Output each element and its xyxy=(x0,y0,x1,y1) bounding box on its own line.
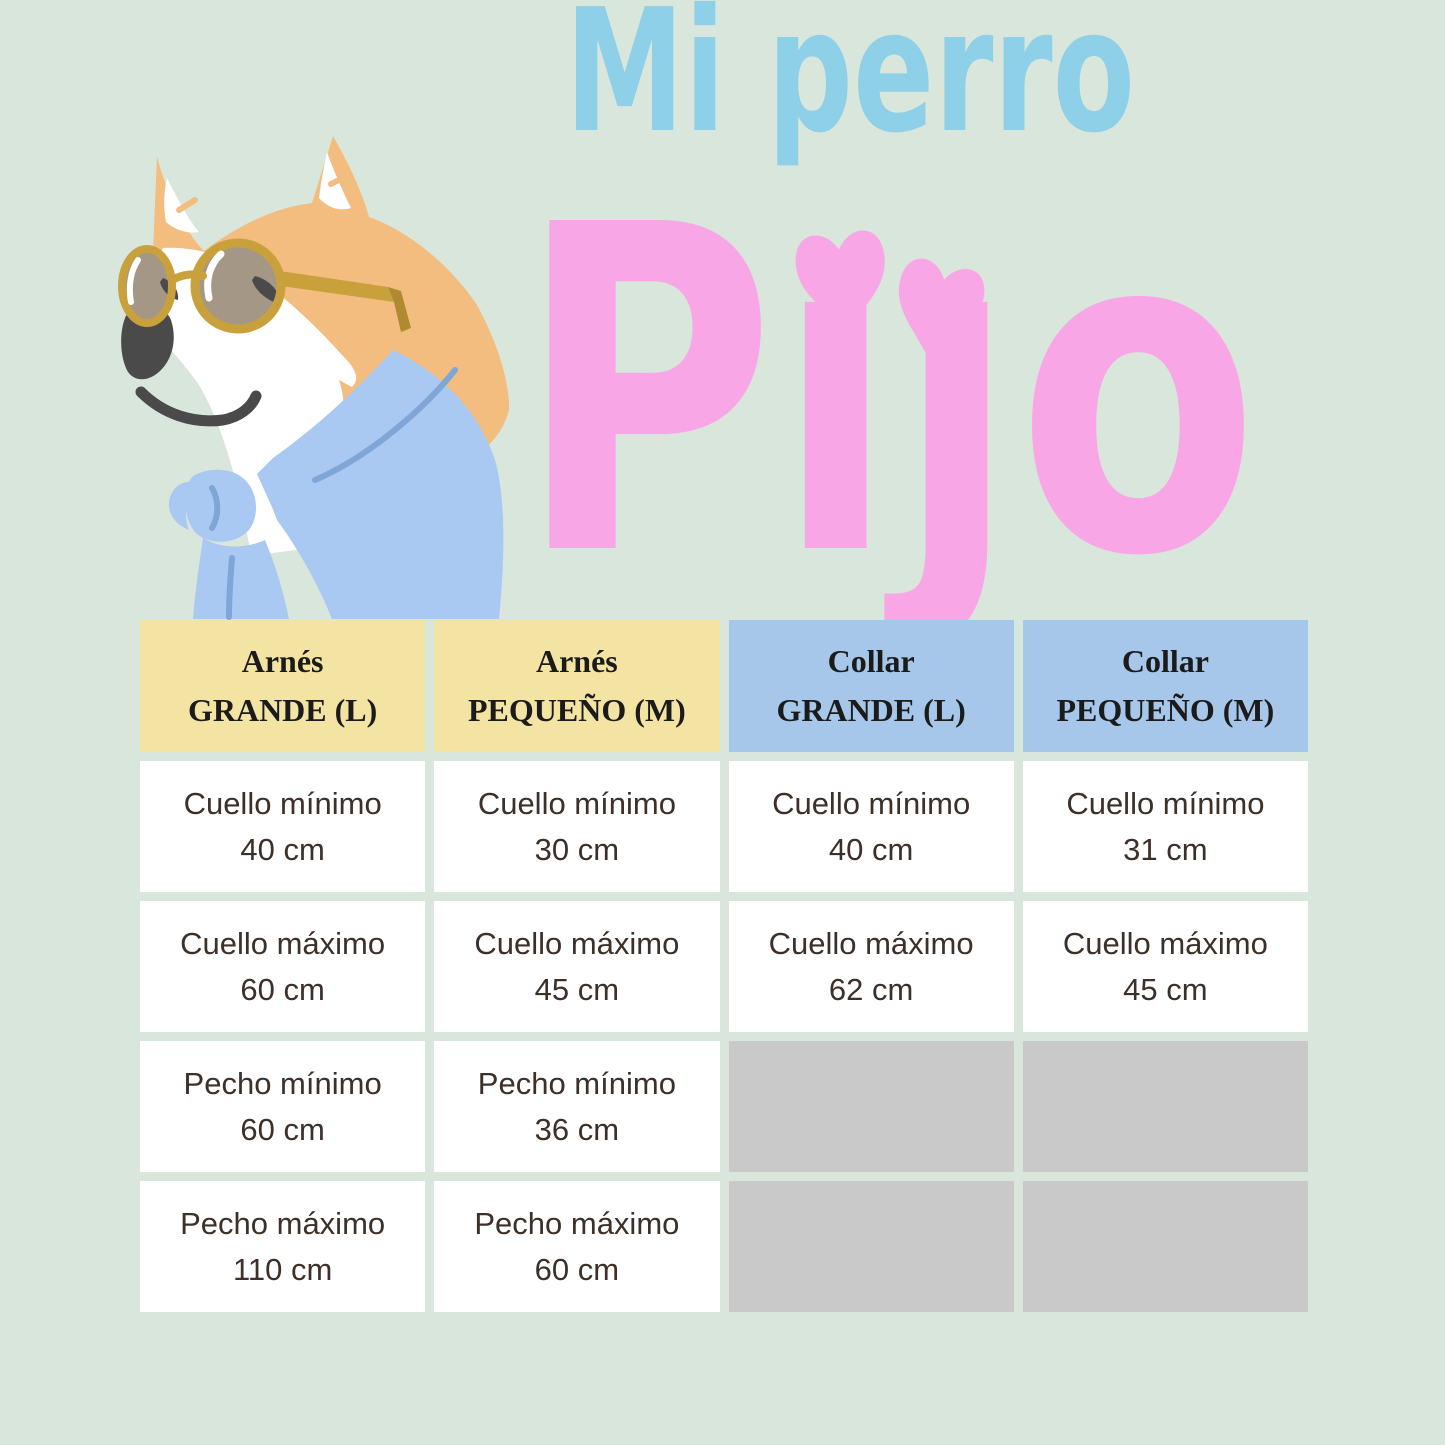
table-cell: Cuello máximo 45 cm xyxy=(434,901,720,1032)
measure-value: 60 cm xyxy=(534,1251,620,1287)
sunglasses-temple-arm xyxy=(280,271,394,302)
header-product: Collar xyxy=(1121,643,1209,679)
header-size: PEQUEÑO (M) xyxy=(468,692,686,728)
measure-label: Pecho máximo xyxy=(474,1205,680,1241)
measure-value: 60 cm xyxy=(240,971,325,1007)
bandana-fold-line xyxy=(312,367,458,483)
table-cell-empty xyxy=(728,1041,1014,1172)
table-cell-empty xyxy=(728,1181,1014,1312)
measure-label: Cuello máximo xyxy=(474,925,680,961)
header-product: Arnés xyxy=(535,643,618,679)
sunglasses-bridge xyxy=(168,270,207,284)
dog-mouth xyxy=(135,386,262,427)
header-size: GRANDE (L) xyxy=(187,692,378,728)
measure-label: Cuello mínimo xyxy=(772,785,971,821)
table-cell-empty xyxy=(1022,1041,1308,1172)
table-cell: Pecho máximo 110 cm xyxy=(140,1181,426,1312)
dog-ear-fold xyxy=(328,173,350,187)
brand-logo: Mi perro Pıȷo xyxy=(517,0,1259,655)
table-cell: Pecho mínimo 36 cm xyxy=(434,1041,720,1172)
dog-nose xyxy=(121,305,174,380)
header-size: PEQUEÑO (M) xyxy=(1056,692,1275,728)
bandana-hanging-tail xyxy=(193,538,289,619)
measure-label: Cuello mínimo xyxy=(477,785,676,821)
dog-illustration xyxy=(118,136,509,620)
table-cell: Cuello mínimo 31 cm xyxy=(1022,761,1308,892)
measure-label: Pecho mínimo xyxy=(183,1065,382,1101)
measure-value: 60 cm xyxy=(240,1111,325,1147)
sunglasses-highlight xyxy=(204,250,225,302)
table-cell-empty xyxy=(1022,1181,1308,1312)
measure-label: Cuello máximo xyxy=(180,925,386,961)
measure-value: 30 cm xyxy=(534,831,620,867)
measure-value: 45 cm xyxy=(1123,971,1208,1007)
dog-inner-ear xyxy=(164,178,199,233)
table-cell: Cuello máximo 60 cm xyxy=(140,901,426,1032)
bandana-fold-line xyxy=(209,485,221,531)
sunglasses-eye xyxy=(252,276,280,304)
size-table: Arnés GRANDE (L) Arnés PEQUEÑO (M) Colla… xyxy=(140,620,1308,1312)
measure-label: Cuello máximo xyxy=(1062,925,1268,961)
measure-label: Pecho máximo xyxy=(180,1205,386,1241)
measure-label: Cuello máximo xyxy=(768,925,974,961)
table-cell: Cuello mínimo 40 cm xyxy=(140,761,426,892)
heart-icon xyxy=(795,230,885,331)
logo-line-pijo: Pıȷo xyxy=(517,131,1259,655)
table-cell: Cuello máximo 62 cm xyxy=(728,901,1014,1032)
table-cell: Cuello mínimo 30 cm xyxy=(434,761,720,892)
table-cell: Pecho mínimo 60 cm xyxy=(140,1041,426,1172)
bandana-fold-line xyxy=(226,555,235,620)
measure-value: 40 cm xyxy=(240,831,325,867)
measure-value: 36 cm xyxy=(534,1111,620,1147)
bandana-band xyxy=(257,350,504,619)
table-cell: Cuello mínimo 40 cm xyxy=(728,761,1014,892)
heart-icon xyxy=(898,258,985,356)
header-size: GRANDE (L) xyxy=(776,692,966,728)
header-arnes-pequeno: Arnés PEQUEÑO (M) xyxy=(434,620,720,752)
header-collar-grande: Collar GRANDE (L) xyxy=(728,620,1014,752)
measure-value: 45 cm xyxy=(534,971,620,1007)
logo-line-mi-perro: Mi perro xyxy=(565,0,1135,171)
measure-value: 31 cm xyxy=(1123,831,1208,867)
sunglasses-highlight xyxy=(126,257,141,305)
measure-value: 40 cm xyxy=(828,831,914,867)
header-product: Arnés xyxy=(241,643,324,679)
measure-label: Cuello mínimo xyxy=(183,785,382,821)
dog-ear-fold xyxy=(176,197,198,213)
measure-label: Pecho mínimo xyxy=(477,1065,676,1101)
header-arnes-grande: Arnés GRANDE (L) xyxy=(140,620,426,752)
table-cell: Pecho máximo 60 cm xyxy=(434,1181,720,1312)
measure-value: 110 cm xyxy=(232,1251,333,1287)
header-collar-pequeno: Collar PEQUEÑO (M) xyxy=(1022,620,1308,752)
measure-value: 62 cm xyxy=(828,971,914,1007)
header-product: Collar xyxy=(827,643,915,679)
table-cell: Cuello máximo 45 cm xyxy=(1022,901,1308,1032)
sunglasses-temple-hook xyxy=(388,287,411,332)
measure-label: Cuello mínimo xyxy=(1066,785,1265,821)
bandana-knot xyxy=(184,469,256,542)
sunglasses-far-rim xyxy=(118,245,176,327)
